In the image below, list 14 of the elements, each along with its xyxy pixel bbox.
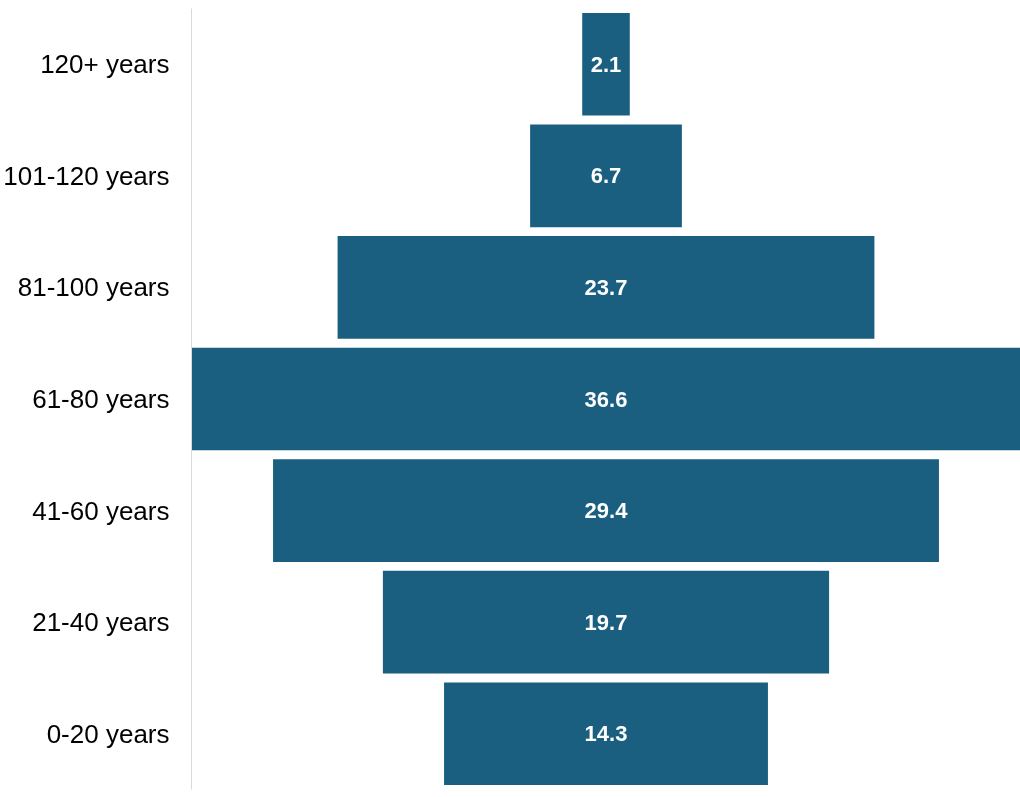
category-label: 21-40 years [32, 607, 170, 638]
data-label: 14.3 [584, 721, 628, 747]
data-label: 2.1 [590, 51, 622, 77]
data-label: 6.7 [590, 163, 622, 189]
category-label: 41-60 years [32, 495, 170, 526]
data-label: 23.7 [584, 274, 628, 300]
category-label: 101-120 years [3, 160, 170, 191]
data-label: 36.6 [584, 386, 628, 412]
category-label: 81-100 years [17, 272, 170, 303]
category-label: 61-80 years [32, 384, 170, 414]
data-label: 19.7 [584, 609, 628, 635]
category-label: 120+ years [40, 49, 170, 80]
category-label: 0-20 years [46, 718, 170, 749]
data-label: 29.4 [584, 498, 629, 524]
